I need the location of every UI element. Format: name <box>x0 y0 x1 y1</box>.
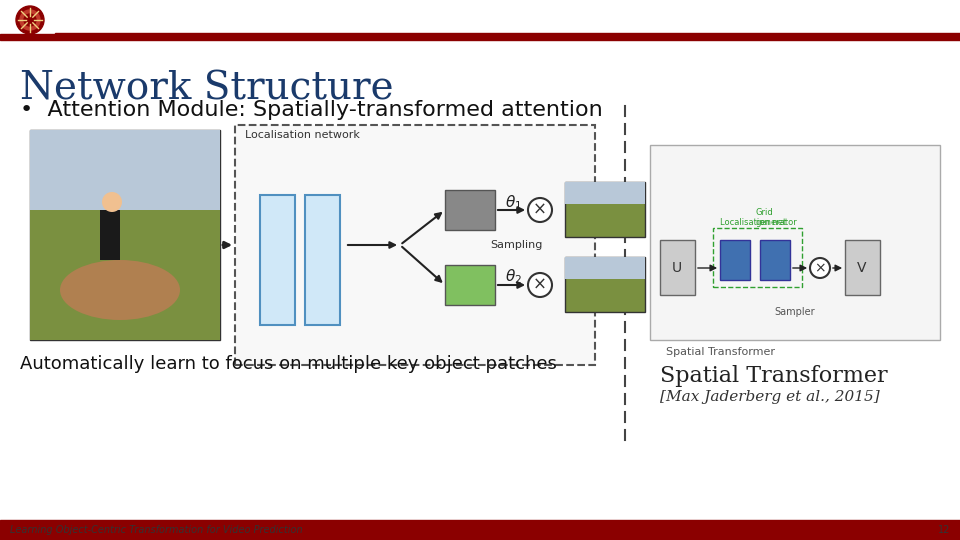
Circle shape <box>528 198 552 222</box>
Text: ×: × <box>533 201 547 219</box>
Text: Localisation net: Localisation net <box>720 218 786 227</box>
Bar <box>445 265 495 305</box>
Bar <box>30 130 220 340</box>
Bar <box>760 240 790 280</box>
Text: Network Structure: Network Structure <box>20 70 394 107</box>
Text: Spatial Transformer: Spatial Transformer <box>660 365 888 387</box>
Bar <box>305 195 340 325</box>
Circle shape <box>24 14 36 26</box>
Text: Localisation network: Localisation network <box>245 130 360 140</box>
Circle shape <box>528 273 552 297</box>
Bar <box>260 195 295 325</box>
Bar <box>445 190 495 230</box>
Bar <box>650 145 940 340</box>
Text: Grid
generator: Grid generator <box>755 207 797 227</box>
Text: [Max Jaderberg et al., 2015]: [Max Jaderberg et al., 2015] <box>660 390 879 404</box>
Circle shape <box>16 6 44 34</box>
Bar <box>55 33 960 37</box>
Text: ×: × <box>814 261 826 275</box>
Bar <box>30 210 220 340</box>
Text: 12: 12 <box>938 525 950 535</box>
Text: Automatically learn to focus on multiple key object patches: Automatically learn to focus on multiple… <box>20 355 557 373</box>
Bar <box>565 182 645 237</box>
Bar <box>100 210 120 260</box>
Bar <box>0 34 960 40</box>
Text: V: V <box>857 261 867 275</box>
Bar <box>565 182 645 204</box>
Circle shape <box>20 10 40 30</box>
Circle shape <box>102 192 122 212</box>
Ellipse shape <box>60 260 180 320</box>
Text: ×: × <box>533 276 547 294</box>
Circle shape <box>810 258 830 278</box>
Text: $\theta_2$: $\theta_2$ <box>505 268 522 286</box>
Bar <box>720 240 750 280</box>
Text: Sampling: Sampling <box>490 240 542 250</box>
Text: U: U <box>672 261 682 275</box>
Bar <box>845 240 880 295</box>
Bar <box>565 257 645 279</box>
Text: $\theta_1$: $\theta_1$ <box>505 194 522 212</box>
Text: Sampler: Sampler <box>775 307 815 317</box>
Bar <box>565 257 645 312</box>
Bar <box>0 520 960 540</box>
Text: Spatial Transformer: Spatial Transformer <box>665 347 775 357</box>
Text: Learning Object-Centric Transformation for Video Prediction: Learning Object-Centric Transformation f… <box>10 525 302 535</box>
Bar <box>30 130 220 210</box>
FancyBboxPatch shape <box>235 125 595 365</box>
Bar <box>660 240 695 295</box>
Text: •  Attention Module: Spatially-transformed attention: • Attention Module: Spatially-transforme… <box>20 100 603 120</box>
